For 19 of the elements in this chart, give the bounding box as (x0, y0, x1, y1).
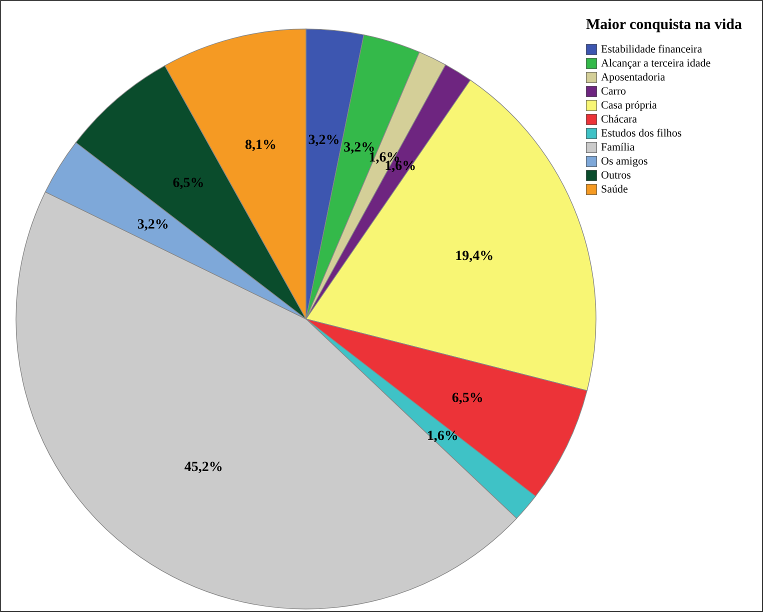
legend-label: Aposentadoria (601, 72, 666, 84)
data-label: 6,5% (172, 176, 204, 191)
legend-title: Maior conquista na vida (586, 17, 742, 33)
legend-label: Família (601, 142, 635, 154)
data-label: 3,2% (308, 133, 340, 148)
legend-label: Saúde (601, 184, 628, 196)
data-label: 45,2% (184, 460, 223, 475)
legend-label: Estabilidade financeira (601, 44, 702, 56)
legend-label: Carro (601, 86, 627, 98)
legend-label: Outros (601, 170, 631, 182)
legend-label: Casa própria (601, 100, 658, 112)
legend-label: Estudos dos filhos (601, 128, 682, 140)
data-label: 3,2% (137, 217, 169, 232)
legend-label: Alcançar a terceira idade (601, 58, 711, 70)
legend-label: Os amigos (601, 156, 648, 168)
data-label: 6,5% (452, 390, 484, 406)
data-label: 8,1% (245, 138, 277, 153)
data-label: 19,4% (455, 248, 494, 264)
legend-label: Chácara (601, 114, 638, 126)
